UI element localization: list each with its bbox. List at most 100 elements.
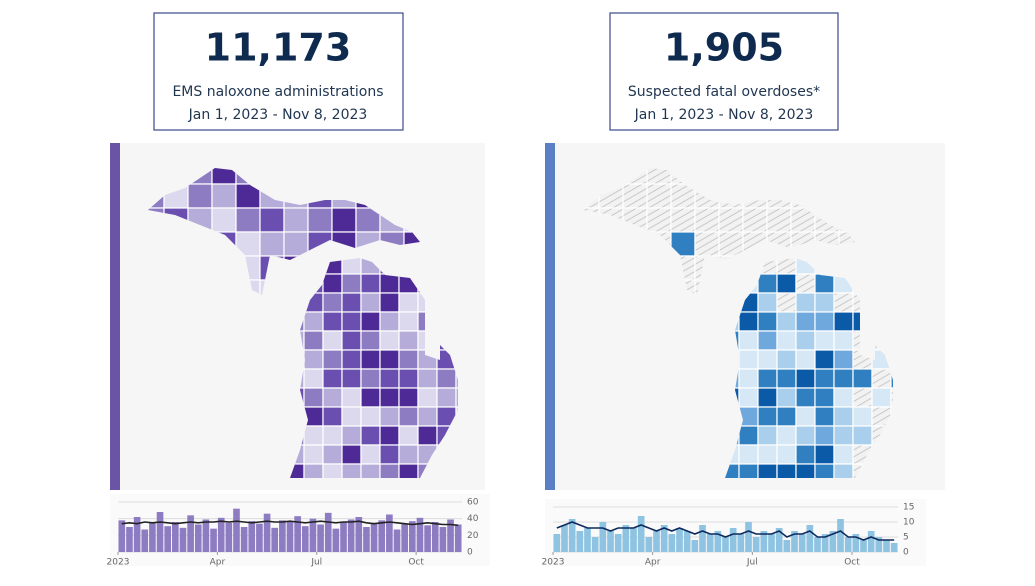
county (814, 311, 835, 332)
bar (706, 534, 714, 552)
bar (172, 522, 179, 552)
county (417, 425, 438, 446)
y-tick-label: 15 (903, 503, 914, 513)
bar (783, 540, 791, 552)
bar (340, 522, 347, 552)
county (398, 444, 419, 465)
panel-stripe (110, 143, 120, 490)
bar (660, 525, 668, 552)
county (776, 273, 797, 294)
county (814, 444, 835, 465)
bar (149, 522, 156, 552)
county (694, 231, 720, 257)
bar (454, 524, 462, 552)
bar (179, 527, 187, 552)
county (322, 292, 343, 313)
bar (829, 531, 837, 552)
bar (699, 525, 706, 552)
county (694, 207, 720, 233)
bar (607, 531, 614, 552)
county (259, 231, 285, 257)
county (341, 311, 362, 332)
county (360, 444, 381, 465)
county (398, 387, 419, 408)
bar (309, 518, 317, 552)
county (379, 330, 400, 351)
bar (775, 528, 783, 552)
county (341, 330, 362, 351)
county (795, 387, 816, 408)
bar (737, 534, 745, 552)
county (360, 292, 381, 313)
county (379, 444, 400, 465)
bar (317, 524, 324, 552)
bar (568, 519, 576, 552)
county (776, 292, 797, 313)
county (379, 387, 400, 408)
y-tick-label: 40 (467, 514, 479, 524)
bar (668, 534, 676, 552)
bar (256, 523, 263, 552)
county (833, 406, 854, 427)
county (890, 387, 893, 408)
county (303, 444, 324, 465)
county (398, 292, 419, 313)
county (670, 207, 696, 233)
county (871, 368, 892, 389)
bar (248, 521, 256, 552)
bar (691, 540, 699, 552)
kpi-label: Suspected fatal overdoses* (628, 84, 820, 100)
x-tick-label: Oct (408, 558, 424, 568)
bar (752, 537, 760, 552)
county (398, 406, 419, 427)
county (341, 349, 362, 370)
county (776, 387, 797, 408)
bar (714, 531, 722, 552)
county (322, 444, 343, 465)
county (757, 406, 778, 427)
county (398, 425, 419, 446)
x-tick-label: Apr (645, 558, 661, 568)
bar (217, 517, 225, 552)
county (795, 330, 816, 351)
county (259, 207, 285, 233)
county (776, 406, 797, 427)
county (852, 368, 873, 389)
bar (393, 529, 401, 552)
bar (844, 537, 852, 552)
county (341, 368, 362, 389)
bar (370, 522, 378, 552)
bar (760, 531, 768, 552)
bar (561, 525, 568, 552)
y-tick-label: 20 (467, 531, 479, 541)
county (398, 330, 419, 351)
county (303, 368, 324, 389)
bar (279, 520, 286, 552)
county (303, 311, 324, 332)
county (360, 368, 381, 389)
county (235, 207, 261, 233)
county (871, 387, 892, 408)
county (322, 368, 343, 389)
county (417, 406, 438, 427)
bar (584, 528, 591, 552)
county (718, 207, 744, 233)
county (379, 273, 400, 294)
trend-line (556, 521, 895, 541)
county (187, 183, 213, 209)
county (757, 387, 778, 408)
county (738, 425, 759, 446)
county (360, 406, 381, 427)
county (646, 183, 672, 209)
bar (225, 522, 233, 552)
county (341, 292, 362, 313)
y-tick-label: 10 (903, 518, 915, 528)
county (833, 349, 854, 370)
county (379, 425, 400, 446)
bar (401, 523, 408, 552)
bar (118, 520, 126, 552)
county (360, 425, 381, 446)
bar (806, 525, 814, 552)
bar (194, 524, 202, 552)
y-tick-label: 5 (903, 533, 909, 543)
